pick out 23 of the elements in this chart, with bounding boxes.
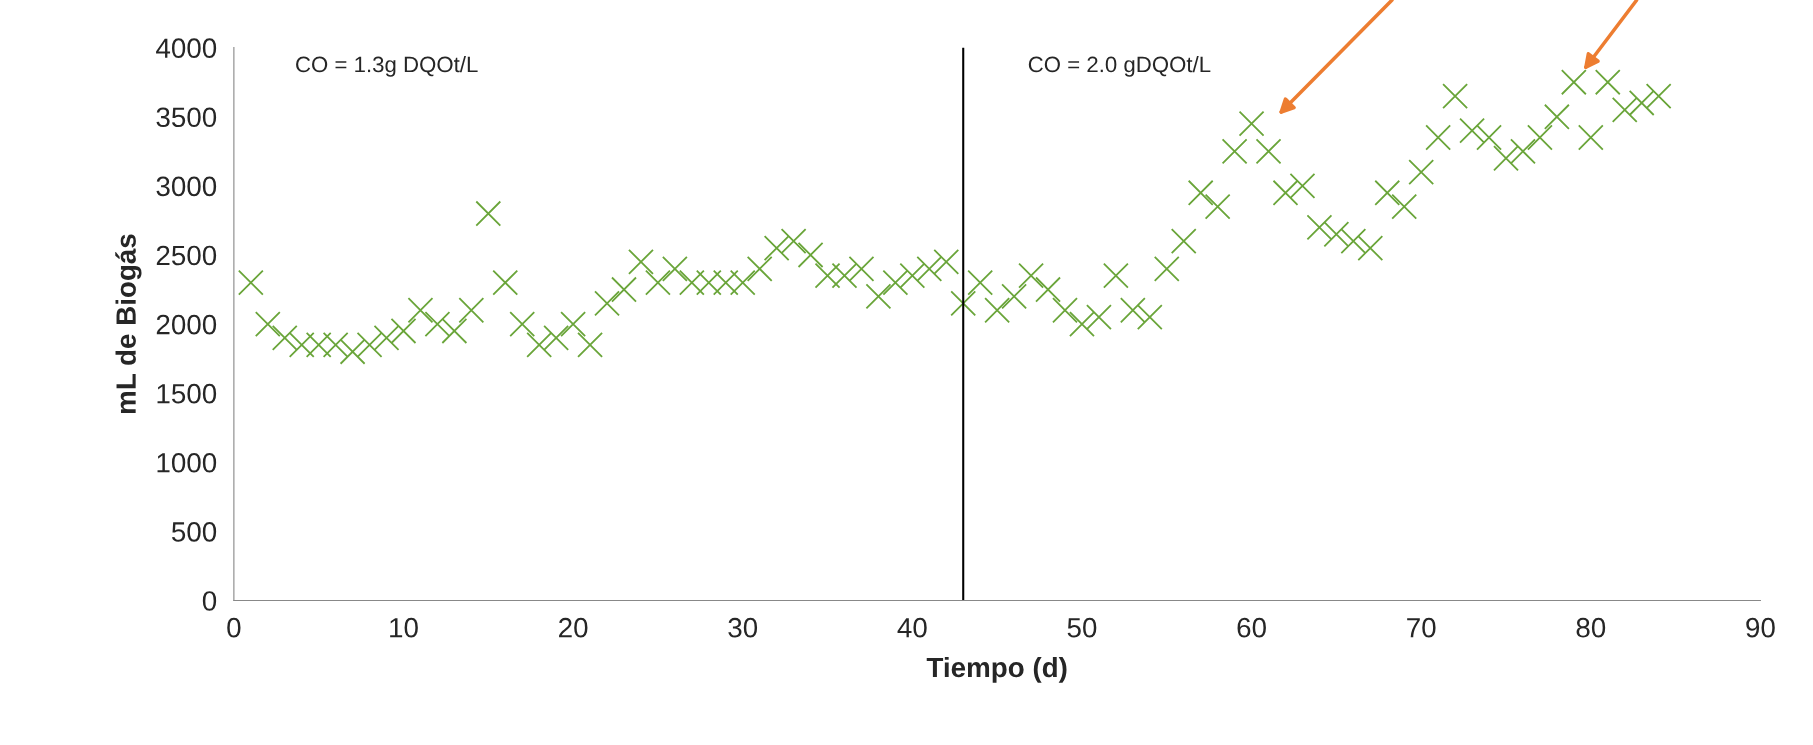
y-tick-label: 500 (171, 522, 217, 542)
y-tick-label: 3500 (156, 107, 217, 128)
x-tick-label: 90 (1746, 617, 1775, 638)
x-tick-label: 40 (897, 617, 927, 638)
y-axis-title: mL de Biogás (115, 234, 142, 414)
y-tick-label: 1500 (157, 383, 217, 404)
x-tick-label: 10 (390, 617, 418, 638)
x-tick-label: 30 (728, 617, 758, 638)
x-tick-label: 20 (559, 617, 588, 638)
y-tick-label: 4000 (156, 38, 217, 59)
x-axis-title: Tiempo (d) (926, 656, 1067, 683)
y-tick-label: 0 (202, 591, 217, 611)
y-tick-label: 2000 (156, 314, 217, 335)
y-tick-label: 1000 (157, 452, 217, 473)
y-tick-label: 2500 (156, 245, 217, 266)
y-tick-label: 3000 (156, 176, 217, 197)
x-tick-label: 60 (1237, 617, 1266, 638)
x-tick-label: 70 (1407, 617, 1436, 638)
x-tick-label: 0 (227, 617, 241, 638)
x-tick-label: 50 (1067, 617, 1097, 638)
annotation: CO = 1.3g DQOt/L (296, 55, 478, 77)
annotation: CO = 2.0 gDQOt/L (1028, 55, 1211, 77)
x-tick-label: 80 (1576, 617, 1606, 638)
